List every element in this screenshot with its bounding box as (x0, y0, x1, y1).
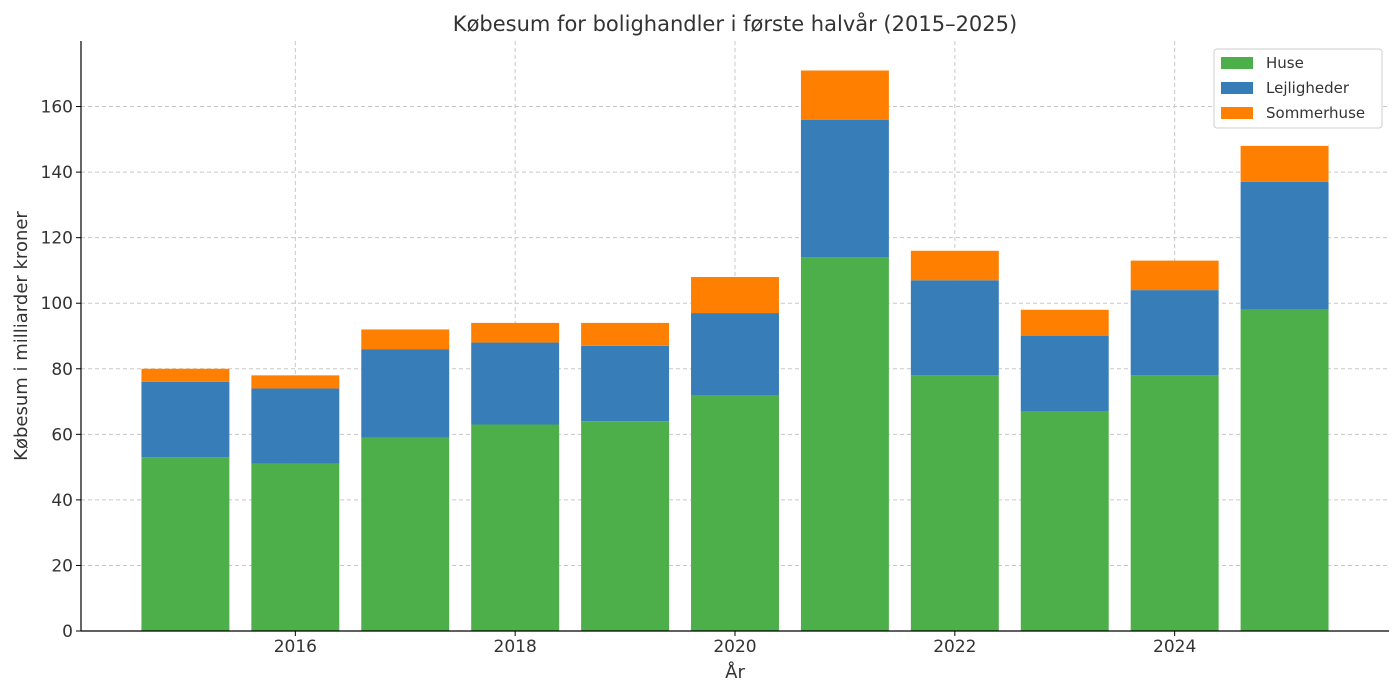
y-tick-label: 140 (41, 163, 73, 183)
bar-lejligheder-2017 (361, 349, 450, 438)
legend-frame (1213, 48, 1383, 129)
x-ticks: 2016 2018 2020 2022 2024 (274, 631, 1196, 657)
y-axis-label: Købesum i milliarder kroner (11, 211, 32, 461)
legend-swatch (1221, 107, 1253, 119)
chart-title: Købesum for bolighandler i første halvår… (453, 11, 1017, 36)
x-tick-label: 2022 (933, 637, 976, 657)
x-tick-label: 2016 (274, 637, 317, 657)
legend: Huse Lejligheder Sommerhuse (1213, 48, 1383, 129)
bar-lejligheder-2021 (800, 119, 889, 258)
bar-sommerhuse-2025 (1240, 145, 1329, 182)
bar-sommerhuse-2018 (471, 322, 560, 343)
bar-lejligheder-2018 (471, 342, 560, 425)
bar-lejligheder-2025 (1240, 181, 1329, 310)
bar-huse-2024 (1130, 375, 1219, 631)
bar-sommerhuse-2020 (691, 277, 779, 314)
y-tick-label: 20 (51, 556, 73, 576)
legend-swatch (1221, 57, 1253, 69)
bar-huse-2020 (691, 395, 779, 631)
y-ticks: 0 20 40 60 80 100 120 140 160 (41, 98, 81, 642)
legend-label: Lejligheder (1266, 79, 1350, 97)
bar-lejligheder-2024 (1130, 290, 1219, 376)
bar-lejligheder-2016 (251, 388, 340, 464)
bar-lejligheder-2020 (691, 313, 779, 395)
y-tick-label: 120 (41, 229, 73, 249)
y-tick-label: 0 (62, 622, 73, 642)
legend-label: Huse (1266, 54, 1304, 72)
bar-huse-2023 (1020, 411, 1109, 631)
x-axis-label: År (725, 661, 745, 683)
bar-huse-2019 (581, 421, 670, 631)
bar-sommerhuse-2015 (141, 368, 230, 382)
bar-lejligheder-2022 (910, 280, 999, 376)
bar-huse-2025 (1240, 309, 1329, 631)
x-tick-label: 2018 (494, 637, 537, 657)
bar-sommerhuse-2022 (910, 250, 999, 281)
x-tick-label: 2024 (1153, 637, 1196, 657)
bar-sommerhuse-2021 (800, 70, 889, 120)
bar-lejligheder-2019 (581, 345, 670, 422)
bar-lejligheder-2023 (1020, 336, 1109, 412)
x-tick-label: 2020 (713, 637, 756, 657)
bar-sommerhuse-2016 (251, 375, 340, 389)
bar-sommerhuse-2024 (1130, 260, 1219, 291)
y-tick-label: 100 (41, 294, 73, 314)
bar-lejligheder-2015 (141, 381, 230, 458)
y-tick-label: 160 (41, 98, 73, 118)
legend-swatch (1221, 82, 1253, 94)
bar-huse-2018 (471, 424, 560, 631)
bar-huse-2015 (141, 457, 230, 631)
bar-huse-2016 (251, 463, 340, 631)
legend-label: Sommerhuse (1266, 104, 1365, 122)
bar-huse-2021 (800, 257, 889, 631)
bar-sommerhuse-2023 (1020, 309, 1109, 336)
bar-sommerhuse-2019 (581, 322, 670, 346)
bar-huse-2017 (361, 437, 450, 631)
y-tick-label: 40 (51, 491, 73, 511)
bar-huse-2022 (910, 375, 999, 631)
bar-sommerhuse-2017 (361, 329, 450, 350)
y-tick-label: 80 (51, 360, 73, 380)
y-tick-label: 60 (51, 425, 73, 445)
bars (141, 70, 1329, 631)
